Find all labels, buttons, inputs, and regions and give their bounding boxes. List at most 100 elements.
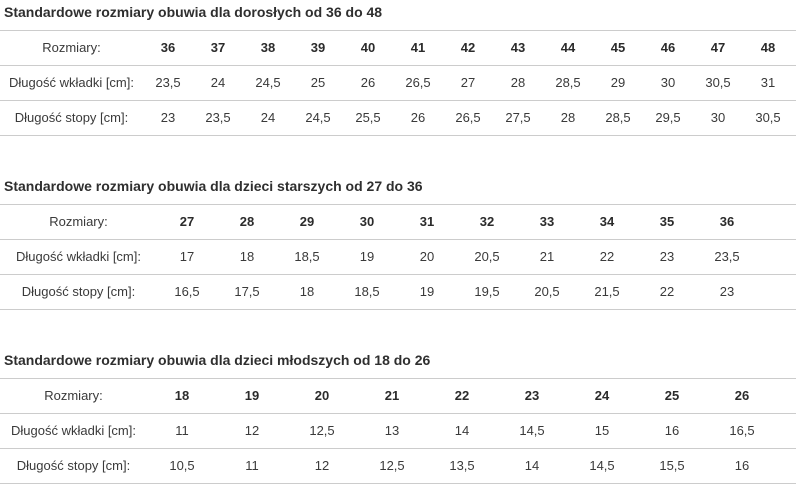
insole-length-value: 26,5 bbox=[393, 65, 443, 101]
filler-cell bbox=[793, 100, 796, 136]
sizes-row: Rozmiary: 36 37 38 39 40 41 42 43 44 45 46 47 48 bbox=[0, 30, 796, 66]
sizes-value: 40 bbox=[343, 30, 393, 66]
foot-length-value: 24 bbox=[243, 100, 293, 136]
filler-cell bbox=[757, 274, 796, 310]
insole-length-value: 27 bbox=[443, 65, 493, 101]
sizes-value: 27 bbox=[157, 204, 217, 240]
foot-length-value: 19,5 bbox=[457, 274, 517, 310]
younger-children-sizes-table: Rozmiary: 18 19 20 21 22 23 24 25 26 Długość wkład… bbox=[0, 378, 796, 484]
sizes-value: 44 bbox=[543, 30, 593, 66]
sizes-row-label: Rozmiary: bbox=[0, 30, 143, 66]
foot-length-value: 12,5 bbox=[357, 448, 427, 484]
sizes-value: 36 bbox=[697, 204, 757, 240]
insole-length-value: 29 bbox=[593, 65, 643, 101]
sizes-value: 23 bbox=[497, 378, 567, 414]
sizes-value: 41 bbox=[393, 30, 443, 66]
sizes-value: 34 bbox=[577, 204, 637, 240]
insole-length-value: 20,5 bbox=[457, 239, 517, 275]
sizes-value: 47 bbox=[693, 30, 743, 66]
insole-length-value: 28,5 bbox=[543, 65, 593, 101]
foot-length-value: 30 bbox=[693, 100, 743, 136]
sizes-value: 36 bbox=[143, 30, 193, 66]
sizes-value: 39 bbox=[293, 30, 343, 66]
sizes-value: 46 bbox=[643, 30, 693, 66]
foot-length-value: 19 bbox=[397, 274, 457, 310]
insole-length-value: 30,5 bbox=[693, 65, 743, 101]
foot-length-value: 20,5 bbox=[517, 274, 577, 310]
insole-length-value: 17 bbox=[157, 239, 217, 275]
foot-length-value: 26,5 bbox=[443, 100, 493, 136]
older-children-sizes-section: Standardowe rozmiary obuwia dla dzieci s… bbox=[0, 178, 796, 310]
sizes-value: 35 bbox=[637, 204, 697, 240]
foot-length-value: 18,5 bbox=[337, 274, 397, 310]
section-title-older-children: Standardowe rozmiary obuwia dla dzieci s… bbox=[4, 178, 423, 194]
filler-cell bbox=[793, 30, 796, 66]
foot-length-value: 16,5 bbox=[157, 274, 217, 310]
insole-length-value: 16,5 bbox=[707, 413, 777, 449]
sizes-value: 29 bbox=[277, 204, 337, 240]
sizes-value: 37 bbox=[193, 30, 243, 66]
insole-length-value: 28 bbox=[493, 65, 543, 101]
insole-length-value: 31 bbox=[743, 65, 793, 101]
section-title-younger-children: Standardowe rozmiary obuwia dla dzieci m… bbox=[4, 352, 431, 368]
sizes-value: 22 bbox=[427, 378, 497, 414]
foot-length-value: 10,5 bbox=[147, 448, 217, 484]
foot-length-value: 14 bbox=[497, 448, 567, 484]
foot-length-row: Długość stopy [cm]: 10,5 11 12 12,5 13,5 14 14,… bbox=[0, 448, 796, 484]
insole-length-row-label: Długość wkładki [cm]: bbox=[0, 413, 147, 449]
sizes-value: 20 bbox=[287, 378, 357, 414]
sizes-value: 26 bbox=[707, 378, 777, 414]
insole-length-value: 23,5 bbox=[697, 239, 757, 275]
foot-length-value: 23,5 bbox=[193, 100, 243, 136]
foot-length-value: 22 bbox=[637, 274, 697, 310]
foot-length-value: 18 bbox=[277, 274, 337, 310]
sizes-value: 48 bbox=[743, 30, 793, 66]
insole-length-value: 26 bbox=[343, 65, 393, 101]
sizes-value: 28 bbox=[217, 204, 277, 240]
sizes-value: 24 bbox=[567, 378, 637, 414]
sizes-value: 38 bbox=[243, 30, 293, 66]
insole-length-row: Długość wkładki [cm]: 11 12 12,5 13 14 14,5 15 1… bbox=[0, 413, 796, 449]
foot-length-row-label: Długość stopy [cm]: bbox=[0, 448, 147, 484]
foot-length-value: 28,5 bbox=[593, 100, 643, 136]
insole-length-value: 13 bbox=[357, 413, 427, 449]
foot-length-value: 23 bbox=[697, 274, 757, 310]
foot-length-value: 12 bbox=[287, 448, 357, 484]
sizes-value: 33 bbox=[517, 204, 577, 240]
adult-sizes-table: Rozmiary: 36 37 38 39 40 41 42 43 44 45 46 47 48 Długo… bbox=[0, 30, 796, 136]
foot-length-row: Długość stopy [cm]: 16,5 17,5 18 18,5 19 19,5 2… bbox=[0, 274, 796, 310]
sizes-value: 30 bbox=[337, 204, 397, 240]
filler-cell bbox=[777, 413, 796, 449]
foot-length-value: 21,5 bbox=[577, 274, 637, 310]
foot-length-value: 17,5 bbox=[217, 274, 277, 310]
filler-cell bbox=[777, 448, 796, 484]
sizes-value: 43 bbox=[493, 30, 543, 66]
foot-length-value: 25,5 bbox=[343, 100, 393, 136]
foot-length-value: 24,5 bbox=[293, 100, 343, 136]
foot-length-value: 30,5 bbox=[743, 100, 793, 136]
adult-sizes-section: Standardowe rozmiary obuwia dla dorosłyc… bbox=[0, 4, 796, 136]
sizes-value: 42 bbox=[443, 30, 493, 66]
insole-length-row: Długość wkładki [cm]: 23,5 24 24,5 25 26 26,5 2… bbox=[0, 65, 796, 101]
insole-length-value: 15 bbox=[567, 413, 637, 449]
foot-length-value: 13,5 bbox=[427, 448, 497, 484]
sizes-value: 25 bbox=[637, 378, 707, 414]
foot-length-value: 28 bbox=[543, 100, 593, 136]
insole-length-value: 24 bbox=[193, 65, 243, 101]
foot-length-value: 23 bbox=[143, 100, 193, 136]
sizes-row-label: Rozmiary: bbox=[0, 378, 147, 414]
foot-length-value: 26 bbox=[393, 100, 443, 136]
foot-length-value: 11 bbox=[217, 448, 287, 484]
insole-length-value: 16 bbox=[637, 413, 707, 449]
foot-length-value: 27,5 bbox=[493, 100, 543, 136]
filler-cell bbox=[793, 65, 796, 101]
section-title-adults: Standardowe rozmiary obuwia dla dorosłyc… bbox=[4, 4, 383, 20]
insole-length-row-label: Długość wkładki [cm]: bbox=[0, 239, 157, 275]
insole-length-value: 14,5 bbox=[497, 413, 567, 449]
insole-length-value: 23 bbox=[637, 239, 697, 275]
younger-children-sizes-section: Standardowe rozmiary obuwia dla dzieci m… bbox=[0, 352, 796, 484]
sizes-row-label: Rozmiary: bbox=[0, 204, 157, 240]
insole-length-value: 20 bbox=[397, 239, 457, 275]
insole-length-row: Długość wkładki [cm]: 17 18 18,5 19 20 20,5 21 2… bbox=[0, 239, 796, 275]
